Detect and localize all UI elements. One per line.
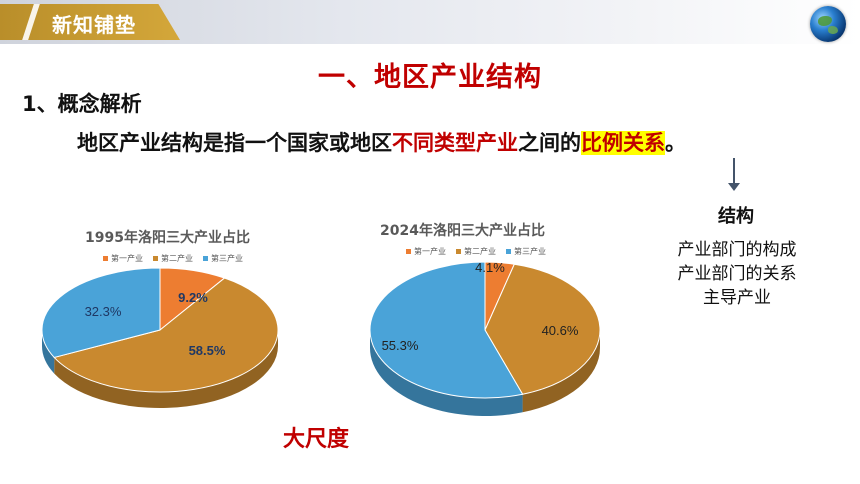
chart-2-pie: 4.1% 40.6% 55.3% (369, 260, 601, 416)
pie-data-label: 9.2% (178, 290, 208, 305)
pie-slice (369, 261, 524, 399)
pie-data-label: 32.3% (85, 304, 122, 319)
legend-swatch-secondary (153, 256, 158, 261)
pie-data-label: 58.5% (189, 343, 226, 358)
legend-label: 第一产业 (414, 247, 446, 256)
header-title: 新知铺垫 (52, 13, 136, 37)
structure-list: 产业部门的构成 产业部门的关系 主导产业 (652, 238, 822, 310)
main-title: 一、地区产业结构 (318, 62, 542, 93)
arrow-line (733, 158, 735, 184)
pie-slice-side (42, 330, 55, 374)
pie-slice (53, 277, 279, 393)
legend-label: 第二产业 (161, 254, 193, 263)
chart-1-pie: 9.2% 58.5% 32.3% (41, 267, 279, 408)
legend-swatch-primary (103, 256, 108, 261)
legend-label: 第三产业 (211, 254, 243, 263)
definition-text: 地区产业结构是指一个国家或地区不同类型产业之间的比例关系。 (77, 127, 686, 157)
pie-slice (41, 267, 161, 359)
structure-item: 主导产业 (703, 288, 771, 308)
pie-slice-side (522, 330, 600, 413)
chart-2-legend: 第一产业 第二产业 第三产业 (406, 246, 546, 257)
definition-end: 。 (665, 131, 686, 155)
legend-item: 第二产业 (153, 253, 193, 264)
legend-item: 第二产业 (456, 246, 496, 257)
legend-item: 第三产业 (203, 253, 243, 264)
legend-label: 第二产业 (464, 247, 496, 256)
definition-keyword-types: 不同类型产业 (392, 131, 518, 155)
legend-label: 第一产业 (111, 254, 143, 263)
structure-item: 产业部门的关系 (677, 264, 797, 284)
structure-item: 产业部门的构成 (677, 240, 797, 260)
pie-data-label: 55.3% (382, 338, 419, 353)
pie-data-label: 4.1% (475, 260, 505, 275)
pie-slice-side (54, 330, 279, 408)
chart-1-legend: 第一产业 第二产业 第三产业 (103, 253, 243, 264)
definition-part-1: 地区产业结构是指一个国家或地区 (77, 131, 392, 155)
legend-item: 第三产业 (506, 246, 546, 257)
pie-slice-side (370, 330, 523, 416)
legend-label: 第三产业 (514, 247, 546, 256)
structure-title: 结构 (718, 206, 754, 227)
legend-swatch-tertiary (506, 249, 511, 254)
pie-slice (484, 263, 601, 395)
chart-2-title: 2024年洛阳三大产业占比 (380, 223, 545, 239)
emphasis-text: 大尺度 (283, 427, 350, 452)
definition-part-3: 之间的 (518, 131, 581, 155)
pie-data-label: 40.6% (542, 323, 579, 338)
legend-item: 第一产业 (103, 253, 143, 264)
section-label: 1、概念解析 (22, 92, 142, 116)
chart-1-title: 1995年洛阳三大产业占比 (85, 230, 250, 246)
arrow-down-icon (728, 183, 740, 191)
legend-item: 第一产业 (406, 246, 446, 257)
legend-swatch-secondary (456, 249, 461, 254)
globe-icon (810, 6, 846, 42)
definition-keyword-ratio: 比例关系 (581, 131, 665, 155)
legend-swatch-primary (406, 249, 411, 254)
legend-swatch-tertiary (203, 256, 208, 261)
